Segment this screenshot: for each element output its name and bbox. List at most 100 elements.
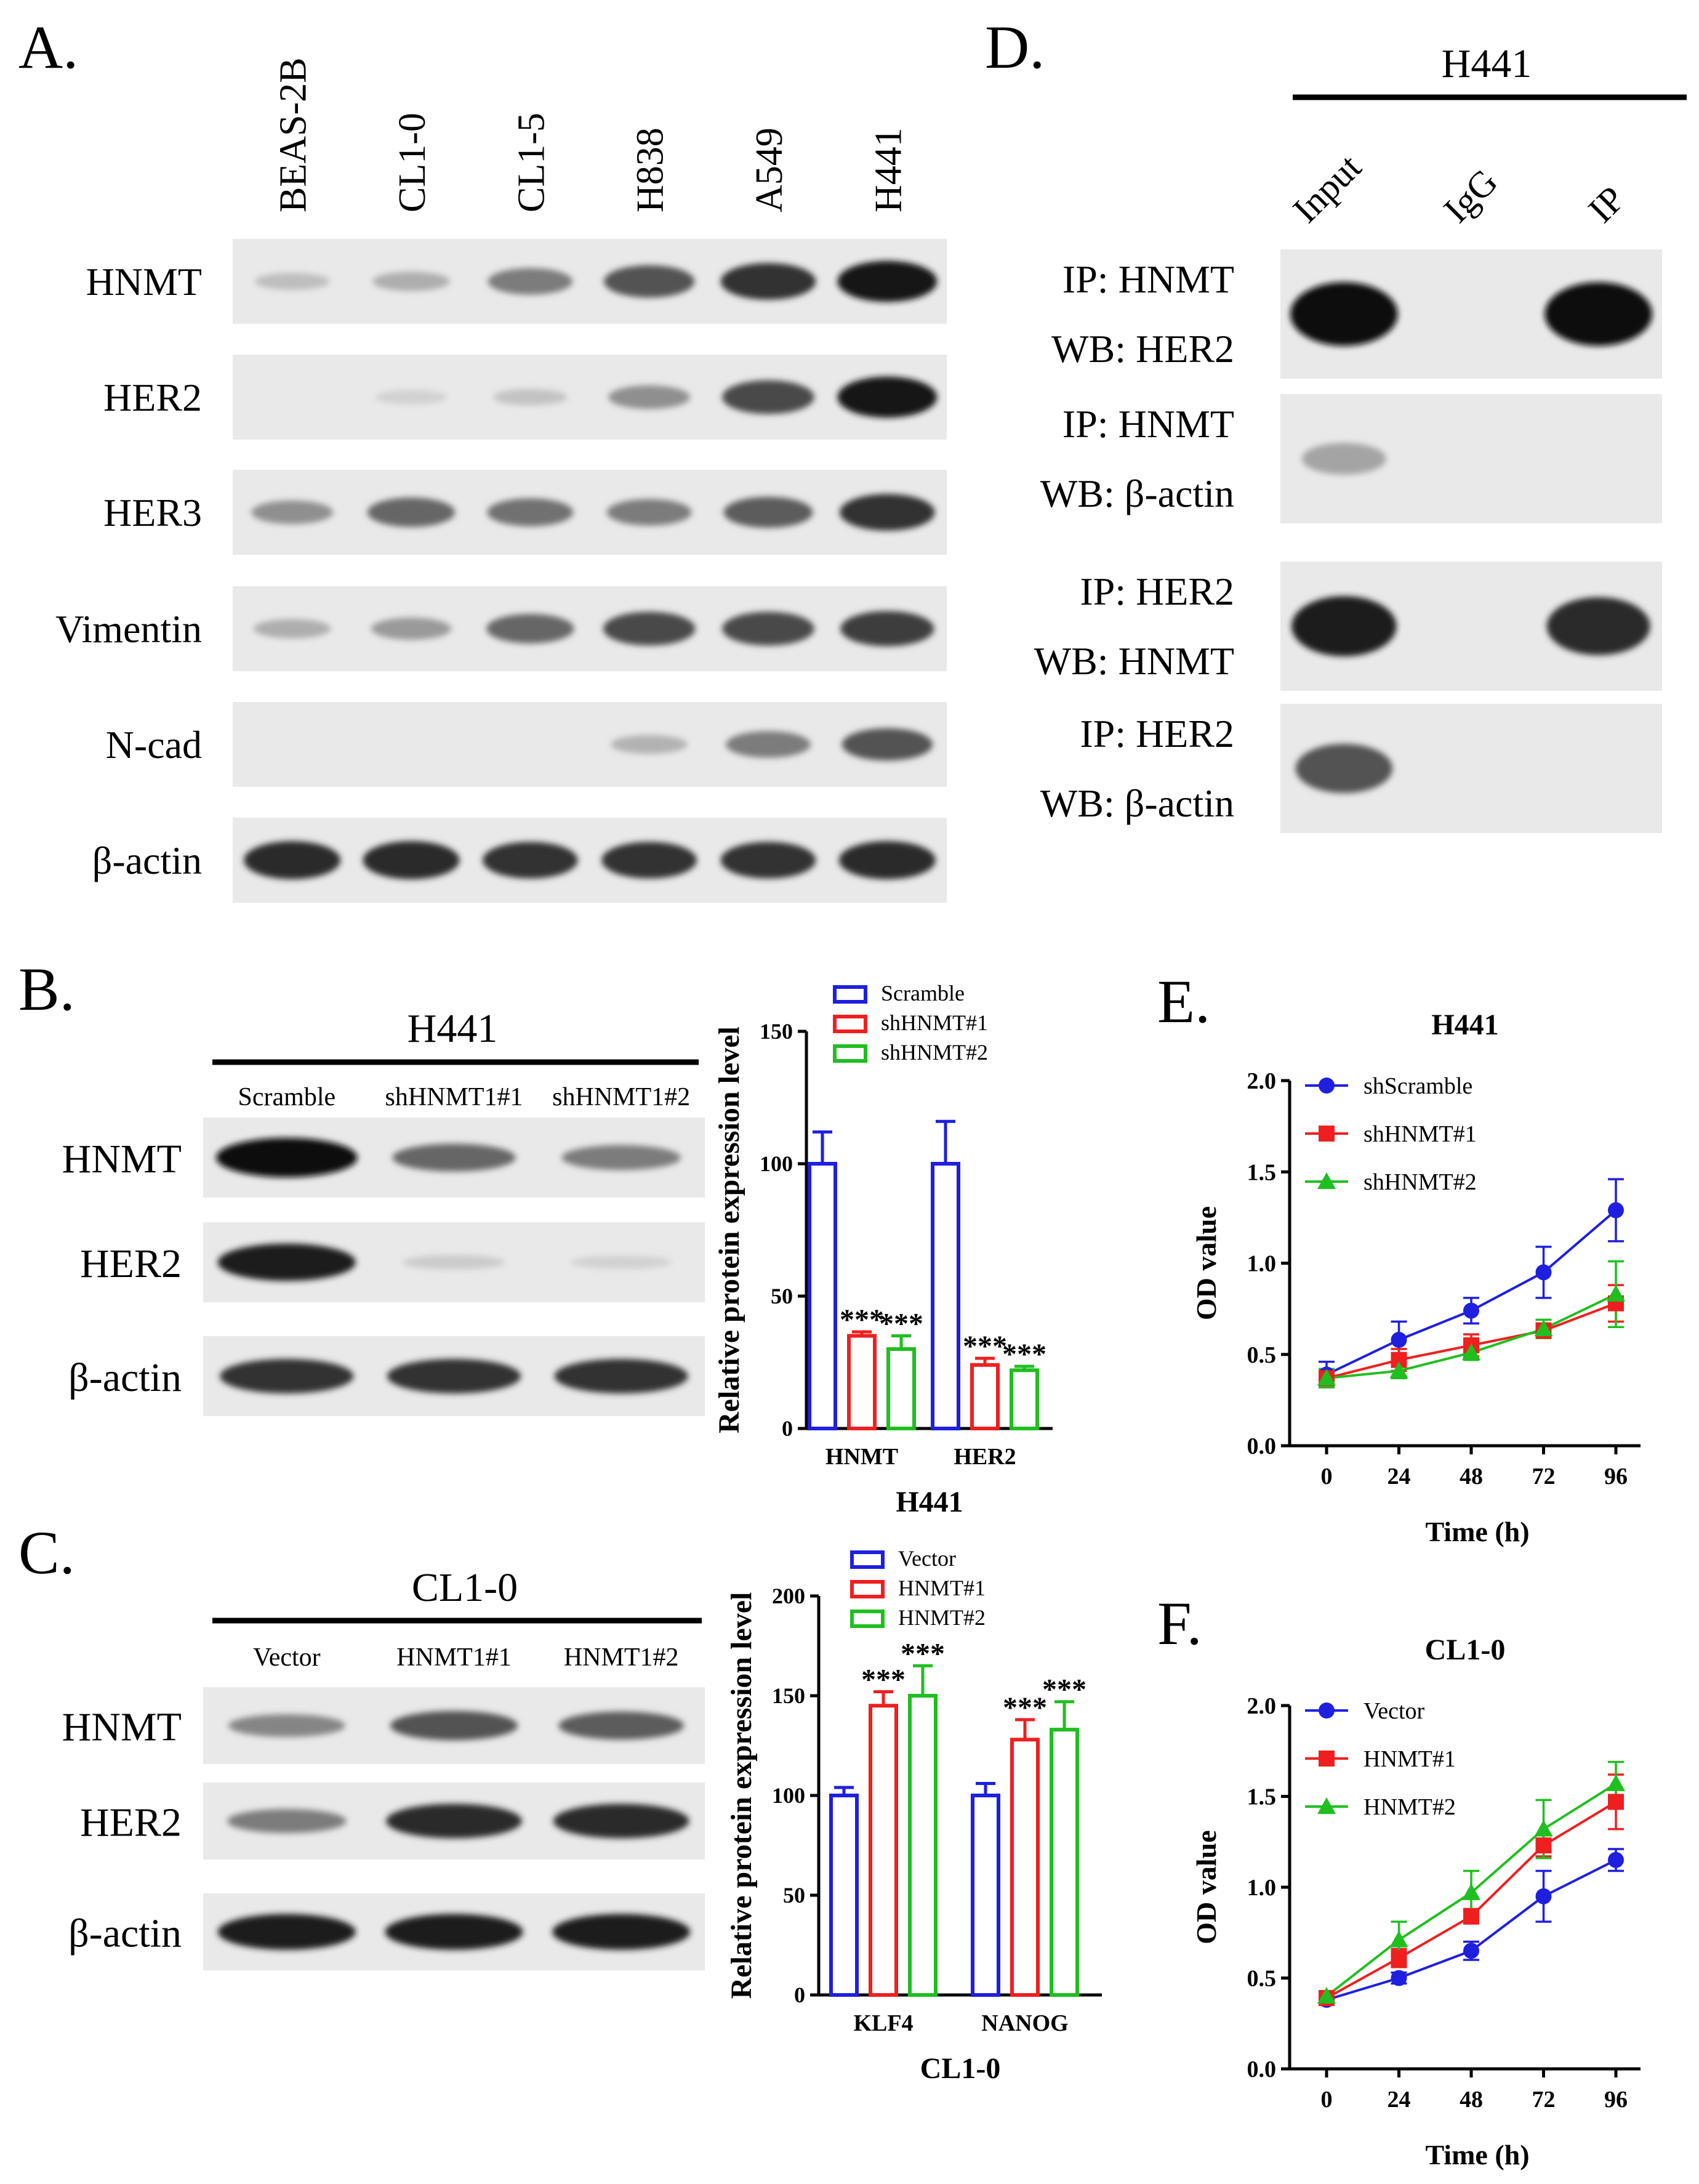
y-tick-label: 2.0 xyxy=(1247,1693,1277,1719)
band xyxy=(840,611,934,647)
band xyxy=(601,842,697,879)
lane-label: HNMT1#1 xyxy=(396,1643,512,1672)
line-chart-lineE: H441 0.0 0.5 1.0 1.5 2.0 0 24 48 72 96 Time (h) OD v… xyxy=(1191,1009,1641,1547)
legend-label: shHNMT#2 xyxy=(881,1040,988,1065)
x-axis-title: CL1-0 xyxy=(920,2052,1001,2085)
blot-c-0 xyxy=(203,1687,705,1764)
legend-label: Scramble xyxy=(881,981,965,1005)
band xyxy=(402,1255,506,1270)
blot-a-0 xyxy=(233,239,947,324)
category-label: HER2 xyxy=(954,1444,1016,1470)
legend-label: HNMT#2 xyxy=(1364,1794,1456,1820)
blot-d-1 xyxy=(1280,394,1662,523)
data-point xyxy=(1319,1126,1335,1142)
data-point xyxy=(1463,1943,1479,1959)
y-tick-label: 150 xyxy=(760,1019,793,1044)
x-tick-label: 48 xyxy=(1460,2087,1483,2113)
blot-row-label: HER3 xyxy=(103,491,202,534)
band xyxy=(722,380,814,414)
blot-a-2 xyxy=(233,470,947,555)
significance-label: *** xyxy=(879,1308,923,1340)
legend-swatch xyxy=(833,985,867,1004)
data-point xyxy=(1317,1987,1336,2004)
legend-swatch xyxy=(850,1580,885,1598)
lane-label: shHNMT1#1 xyxy=(385,1083,523,1111)
data-point xyxy=(1319,1751,1335,1767)
y-tick-label: 0.0 xyxy=(1247,1433,1277,1459)
cell-line-label: H441 xyxy=(1442,41,1532,86)
band xyxy=(552,1914,691,1950)
x-tick-label: 24 xyxy=(1388,2087,1411,2113)
band xyxy=(720,842,816,879)
band xyxy=(722,611,814,646)
band xyxy=(244,841,341,879)
data-point xyxy=(1607,1774,1625,1791)
x-axis-title: Time (h) xyxy=(1425,1516,1529,1547)
y-axis-title: OD value xyxy=(1191,1830,1222,1944)
chart-title: CL1-0 xyxy=(1425,1634,1506,1666)
data-point xyxy=(1535,1837,1552,1854)
bar xyxy=(970,1363,1000,1431)
panel-e-label: E. xyxy=(1157,967,1210,1036)
blot-background xyxy=(233,586,947,671)
band xyxy=(720,263,816,300)
lane-label: Input xyxy=(1285,147,1369,230)
blot-row-label: HER2 xyxy=(80,1241,182,1286)
blot-background xyxy=(233,470,947,555)
blot-a-4 xyxy=(233,702,947,787)
y-axis-title: Relative protein expression level xyxy=(713,1026,745,1433)
x-tick-label: 72 xyxy=(1532,1464,1556,1489)
y-tick-label: 2.0 xyxy=(1247,1068,1277,1094)
lane-label: HNMT1#2 xyxy=(564,1643,679,1672)
legend-swatch xyxy=(850,1610,885,1628)
band xyxy=(1291,596,1397,656)
bar xyxy=(886,1347,916,1430)
blot-row-label: HNMT xyxy=(62,1705,182,1750)
chart-title: H441 xyxy=(1431,1009,1498,1041)
blot-row-label: HER2 xyxy=(80,1800,182,1845)
y-tick-label: 0.0 xyxy=(1247,2057,1277,2082)
band xyxy=(216,1137,358,1178)
y-tick-label: 0.5 xyxy=(1247,1966,1277,1992)
data-point xyxy=(1608,1202,1624,1219)
band xyxy=(385,1914,523,1950)
x-tick-label: 0 xyxy=(1321,1464,1333,1489)
band xyxy=(553,1803,689,1839)
band xyxy=(217,1243,356,1281)
band xyxy=(227,1808,347,1834)
band xyxy=(1290,282,1398,346)
band xyxy=(228,1714,345,1737)
legend-label: shHNMT#1 xyxy=(1364,1121,1477,1147)
legend-label: Vector xyxy=(898,1546,956,1571)
lane-label: CL1-5 xyxy=(510,113,552,212)
ip-label: IP: HNMT xyxy=(1062,402,1234,446)
x-tick-label: 96 xyxy=(1604,1464,1628,1489)
legend-label: shHNMT#2 xyxy=(1364,1169,1477,1195)
x-tick-label: 0 xyxy=(1321,2087,1333,2113)
wb-label: WB: β-actin xyxy=(1040,781,1234,825)
blot-row-label: β-actin xyxy=(68,1911,182,1956)
ip-label: IP: HER2 xyxy=(1080,570,1234,613)
y-tick-label: 1.5 xyxy=(1247,1784,1277,1810)
legend-label: shHNMT#1 xyxy=(881,1010,988,1035)
cell-line-label: CL1-0 xyxy=(412,1565,518,1610)
y-tick-label: 50 xyxy=(783,1883,805,1908)
significance-label: *** xyxy=(901,1637,945,1670)
band xyxy=(367,498,456,527)
bar-chart-barC: 0 50 100 150 200 Relative protein expression … xyxy=(725,1546,1102,2085)
blot-b-1 xyxy=(203,1222,705,1302)
band xyxy=(488,268,573,295)
ip-label: IP: HNMT xyxy=(1062,257,1234,301)
blot-a-5 xyxy=(233,818,947,903)
lane-label: Vector xyxy=(253,1643,321,1672)
band xyxy=(837,376,938,418)
legend-label: shScramble xyxy=(1364,1073,1472,1099)
data-point xyxy=(1463,1908,1479,1925)
band xyxy=(1295,743,1393,794)
blot-row-label: N-cad xyxy=(106,723,202,767)
y-tick-label: 0.5 xyxy=(1247,1342,1277,1368)
blot-row-label: HNMT xyxy=(62,1137,182,1182)
legend-label: Vector xyxy=(1364,1698,1425,1724)
band xyxy=(217,1914,356,1950)
